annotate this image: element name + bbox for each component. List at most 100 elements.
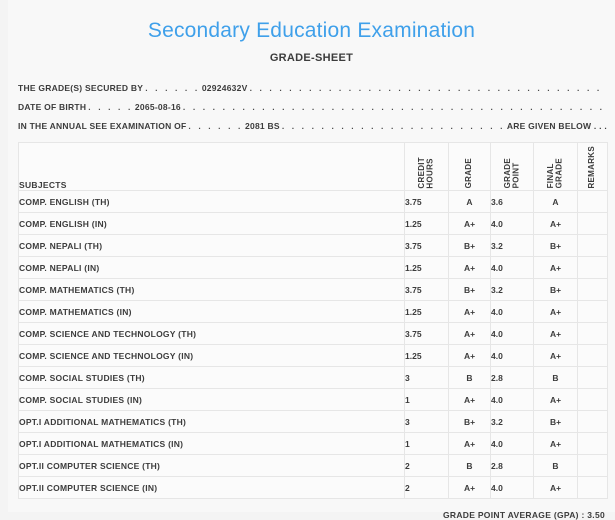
cell-grade: A+ (448, 322, 491, 346)
cell-grade-point: 4.0 (490, 300, 534, 324)
meta-label-date-of-birth: DATE OF BIRTH (18, 102, 87, 113)
cell-grade: A (448, 190, 491, 214)
cell-remarks (577, 476, 608, 500)
meta-label-grades-secured-by: THE GRADE(S) SECURED BY (18, 83, 144, 94)
cell-subject: OPT.II COMPUTER SCIENCE (TH) (18, 454, 405, 478)
table-row: COMP. MATHEMATICS (TH) 3.75 B+ 3.2 B+ (18, 278, 608, 302)
column-header-grade-point: GRADE POINT (490, 142, 534, 192)
column-header-remarks: REMARKS (577, 142, 608, 192)
cell-grade: B (448, 454, 491, 478)
cell-remarks (577, 366, 608, 390)
cell-credit-hours: 3.75 (404, 278, 449, 302)
cell-grade: A+ (448, 432, 491, 456)
cell-grade: B+ (448, 234, 491, 258)
grades-table-head: SUBJECTS CREDIT HOURS GRADE GRADE POINT … (18, 142, 608, 192)
cell-grade-point: 3.2 (490, 278, 534, 302)
cell-credit-hours: 3 (404, 366, 449, 390)
table-row: COMP. ENGLISH (TH) 3.75 A 3.6 A (18, 190, 608, 214)
cell-final-grade: A+ (533, 388, 578, 412)
grade-sheet-card: Secondary Education Examination GRADE-SH… (8, 0, 615, 520)
cell-remarks (577, 410, 608, 434)
meta-leader-2a: . . . . . (88, 102, 133, 113)
cell-grade: A+ (448, 212, 491, 236)
meta-leader-1a: . . . . . . (145, 83, 200, 94)
meta-value-date-of-birth: 2065-08-16 (134, 102, 181, 113)
cell-final-grade: B (533, 366, 578, 390)
meta-line-exam-year: IN THE ANNUAL SEE EXAMINATION OF . . . .… (18, 112, 607, 131)
cell-remarks (577, 212, 608, 236)
table-row: COMP. SCIENCE AND TECHNOLOGY (TH) 3.75 A+ 4… (18, 322, 608, 346)
table-row: COMP. SOCIAL STUDIES (TH) 3 B 2.8 B (18, 366, 608, 390)
cell-subject: COMP. SCIENCE AND TECHNOLOGY (IN) (18, 344, 405, 368)
cell-subject: COMP. MATHEMATICS (TH) (18, 278, 405, 302)
column-header-credit-hours: CREDIT HOURS (404, 142, 449, 192)
cell-final-grade: B+ (533, 278, 578, 302)
cell-subject: OPT.I ADDITIONAL MATHEMATICS (IN) (18, 432, 405, 456)
table-row: COMP. MATHEMATICS (IN) 1.25 A+ 4.0 A+ (18, 300, 608, 324)
cell-remarks (577, 190, 608, 214)
cell-grade: A+ (448, 344, 491, 368)
meta-leader-3a: . . . . . . (188, 121, 243, 132)
cell-credit-hours: 1.25 (404, 344, 449, 368)
cell-credit-hours: 1.25 (404, 212, 449, 236)
cell-credit-hours: 2 (404, 454, 449, 478)
cell-remarks (577, 432, 608, 456)
cell-remarks (577, 234, 608, 258)
cell-credit-hours: 1 (404, 432, 449, 456)
column-header-grade-label: GRADE (464, 157, 474, 189)
cell-subject: COMP. NEPALI (TH) (18, 234, 405, 258)
cell-subject: COMP. NEPALI (IN) (18, 256, 405, 280)
meta-value-symbol-number: 02924632V (201, 83, 248, 94)
meta-leader-2b: . . . . . . . . . . . . . . . . . . . . … (182, 102, 607, 113)
cell-grade-point: 3.6 (490, 190, 534, 214)
page-title: Secondary Education Examination (147, 19, 476, 42)
cell-grade-point: 4.0 (490, 476, 534, 500)
cell-credit-hours: 3.75 (404, 322, 449, 346)
grades-table: SUBJECTS CREDIT HOURS GRADE GRADE POINT … (18, 142, 608, 500)
cell-final-grade: A+ (533, 344, 578, 368)
cell-credit-hours: 1.25 (404, 256, 449, 280)
column-header-grade-point-label: GRADE POINT (502, 157, 520, 189)
cell-final-grade: A+ (533, 322, 578, 346)
cell-grade-point: 3.2 (490, 410, 534, 434)
column-header-final-grade: FINAL GRADE (533, 142, 578, 192)
cell-subject: COMP. SCIENCE AND TECHNOLOGY (TH) (18, 322, 405, 346)
table-header-row: SUBJECTS CREDIT HOURS GRADE GRADE POINT … (18, 142, 608, 192)
cell-credit-hours: 2 (404, 476, 449, 500)
column-header-credit-hours-label: CREDIT HOURS (417, 156, 435, 189)
meta-leader-3b: . . . . . . . . . . . . . . . . . . . . … (281, 121, 507, 132)
meta-line-date-of-birth: DATE OF BIRTH . . . . . 2065-08-16 . . .… (18, 93, 607, 112)
cell-remarks (577, 388, 608, 412)
cell-credit-hours: 3 (404, 410, 449, 434)
table-row: COMP. NEPALI (IN) 1.25 A+ 4.0 A+ (18, 256, 608, 280)
meta-line-grades-secured-by: THE GRADE(S) SECURED BY . . . . . . 0292… (18, 74, 607, 93)
cell-grade: B (448, 366, 491, 390)
cell-grade-point: 4.0 (490, 212, 534, 236)
cell-credit-hours: 3.75 (404, 234, 449, 258)
cell-final-grade: A+ (533, 300, 578, 324)
table-row: COMP. NEPALI (TH) 3.75 B+ 3.2 B+ (18, 234, 608, 258)
student-meta-block: THE GRADE(S) SECURED BY . . . . . . 0292… (18, 74, 607, 131)
table-row: COMP. SOCIAL STUDIES (IN) 1 A+ 4.0 A+ (18, 388, 608, 412)
cell-grade-point: 3.2 (490, 234, 534, 258)
column-header-grade: GRADE (448, 142, 491, 192)
cell-grade-point: 4.0 (490, 256, 534, 280)
cell-final-grade: B (533, 454, 578, 478)
cell-subject: COMP. ENGLISH (IN) (18, 212, 405, 236)
cell-grade-point: 4.0 (490, 344, 534, 368)
table-row: OPT.II COMPUTER SCIENCE (TH) 2 B 2.8 B (18, 454, 608, 478)
cell-credit-hours: 3.75 (404, 190, 449, 214)
column-header-remarks-label: REMARKS (587, 145, 597, 189)
meta-leader-1b: . . . . . . . . . . . . . . . . . . . . … (249, 83, 607, 94)
cell-subject: COMP. SOCIAL STUDIES (TH) (18, 366, 405, 390)
cell-remarks (577, 278, 608, 302)
cell-final-grade: B+ (533, 234, 578, 258)
cell-grade-point: 2.8 (490, 366, 534, 390)
cell-remarks (577, 322, 608, 346)
cell-subject: COMP. SOCIAL STUDIES (IN) (18, 388, 405, 412)
cell-final-grade: B+ (533, 410, 578, 434)
cell-grade: B+ (448, 410, 491, 434)
meta-label-exam-year: IN THE ANNUAL SEE EXAMINATION OF (18, 121, 187, 132)
cell-remarks (577, 300, 608, 324)
grades-table-body: COMP. ENGLISH (TH) 3.75 A 3.6 A COMP. ENGLISH… (18, 190, 608, 500)
